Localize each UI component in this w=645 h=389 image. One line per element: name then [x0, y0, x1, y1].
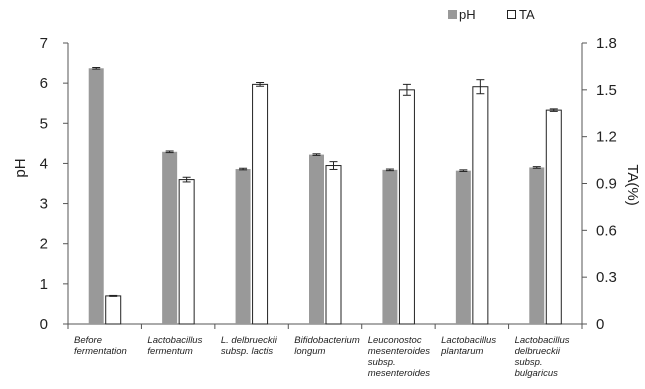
- x-category-label-line: fermentum: [147, 346, 192, 357]
- bar-ph: [529, 167, 545, 324]
- x-category-label-line: mesenteroides: [368, 368, 431, 379]
- x-category-label-line: Lactobacillus: [147, 335, 202, 346]
- x-category-label-line: bulgaricus: [515, 368, 559, 379]
- x-category-label: Lactobacillus fermentum: [147, 335, 202, 357]
- x-category-label: Bifidobacterium longum: [294, 335, 360, 357]
- bar-ph: [455, 170, 471, 324]
- bar-ph: [382, 169, 398, 324]
- y-tick-label: 2: [40, 236, 48, 253]
- y-tick-label: 4: [40, 155, 48, 172]
- y-tick-label: 3: [40, 196, 48, 213]
- y2-tick-label: 0.3: [596, 269, 617, 286]
- bar-ph: [88, 68, 104, 324]
- x-category-label-line: longum: [294, 346, 325, 357]
- bar-ta: [472, 86, 489, 325]
- legend-label-ph: pH: [459, 7, 476, 22]
- y2-tick-label: 1.5: [596, 82, 617, 99]
- y2-tick-label: 0.9: [596, 176, 617, 193]
- x-category-label-line: plantarum: [440, 346, 483, 357]
- x-category-label: L. delbrueckii subsp. lactis: [221, 335, 278, 357]
- y2-tick-label: 1.2: [596, 129, 617, 146]
- x-category-label-line: delbrueckii: [515, 346, 561, 357]
- y2-tick-label: 0: [596, 316, 604, 333]
- bar-ph: [309, 154, 324, 324]
- x-category-label-line: fermentation: [74, 346, 127, 357]
- bar-ta: [398, 89, 415, 325]
- legend-swatch-ta: [507, 10, 516, 19]
- x-category-label: Lactobacillus plantarum: [440, 335, 496, 357]
- bar-ta: [105, 295, 122, 325]
- x-category-label-line: Lactobacillus: [515, 335, 570, 346]
- x-category-label: Leuconostoc mesenteroides subsp. mesenteroi…: [368, 335, 431, 379]
- y-tick-label: 1: [40, 276, 48, 293]
- x-category-label-line: L. delbrueckii: [221, 335, 278, 346]
- legend-swatch-ph: [448, 10, 457, 19]
- x-category-label-line: subsp. lactis: [221, 346, 274, 357]
- legend-label-ta: TA: [519, 7, 535, 22]
- y-tick-label: 7: [40, 35, 48, 52]
- y-tick-label: 6: [40, 75, 48, 92]
- y2-tick-label: 0.6: [596, 222, 617, 239]
- y-tick-label: 5: [40, 115, 48, 132]
- x-category-label-line: subsp.: [368, 357, 396, 368]
- x-category-label: Before fermentation: [74, 335, 127, 357]
- y-tick-label: 0: [40, 316, 48, 333]
- bar-ta: [545, 109, 562, 325]
- x-category-label-line: Before: [74, 335, 102, 346]
- x-category-label-line: subsp.: [515, 357, 543, 368]
- x-category-label-line: Lactobacillus: [441, 335, 496, 346]
- x-category-label-line: Leuconostoc: [368, 335, 422, 346]
- legend: pH TA: [448, 7, 535, 22]
- x-category-label: Lactobacillus delbrueckii subsp. bulgaricus: [515, 335, 570, 379]
- bar-ta: [325, 165, 342, 325]
- y2-tick-label: 1.8: [596, 35, 617, 52]
- y-axis-title: pH: [12, 158, 29, 177]
- bar-ph: [162, 151, 178, 324]
- y2-axis-title: TA(%): [624, 164, 641, 205]
- bar-ta: [178, 179, 195, 325]
- bar-ta: [252, 83, 269, 325]
- x-category-label-line: Bifidobacterium: [294, 335, 360, 346]
- x-category-label-line: mesenteroides: [368, 346, 431, 357]
- bar-ph: [235, 169, 251, 324]
